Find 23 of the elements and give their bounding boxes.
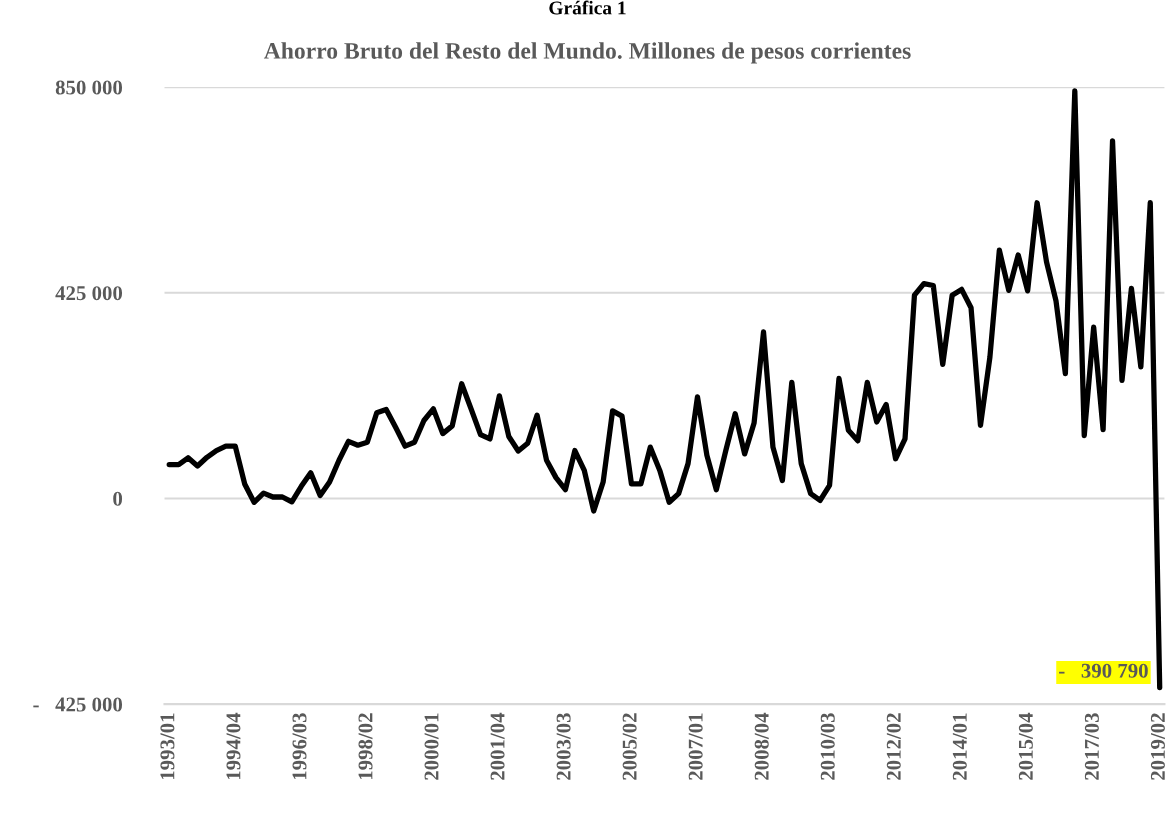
chart-subtitle: Ahorro Bruto del Resto del Mundo. Millones de pesos corrientes xyxy=(263,42,911,64)
chart-title: Gráfica 1 xyxy=(549,0,626,15)
x-tick-label: 2010/03 xyxy=(820,713,835,780)
x-tick-label: 1996/03 xyxy=(292,713,307,780)
x-tick-label: 2012/02 xyxy=(886,713,901,780)
y-tick-label: 425 000 xyxy=(55,286,123,301)
x-tick-label: 2001/04 xyxy=(490,712,505,780)
x-tick-label: 1994/04 xyxy=(226,712,241,780)
x-tick-label: 2000/01 xyxy=(424,713,439,780)
x-tick-label: 2007/01 xyxy=(688,713,703,780)
y-tick-label: 0 xyxy=(113,491,123,506)
y-tick-label: 850 000 xyxy=(55,80,123,95)
x-tick-label: 2015/04 xyxy=(1018,712,1033,780)
y-tick-label: - 425 000 xyxy=(33,697,123,712)
x-tick-label: 2003/03 xyxy=(556,713,571,780)
x-tick-label: 2014/01 xyxy=(952,713,967,780)
x-tick-label: 2019/02 xyxy=(1150,713,1165,780)
x-tick-label: 1993/01 xyxy=(160,713,175,780)
x-tick-label: 2008/04 xyxy=(754,712,769,780)
x-tick-label: 2017/03 xyxy=(1084,713,1099,780)
data-label: - 390 790 xyxy=(1059,663,1148,678)
x-tick-label: 1998/02 xyxy=(358,713,373,780)
x-tick-label: 2005/02 xyxy=(622,713,637,780)
